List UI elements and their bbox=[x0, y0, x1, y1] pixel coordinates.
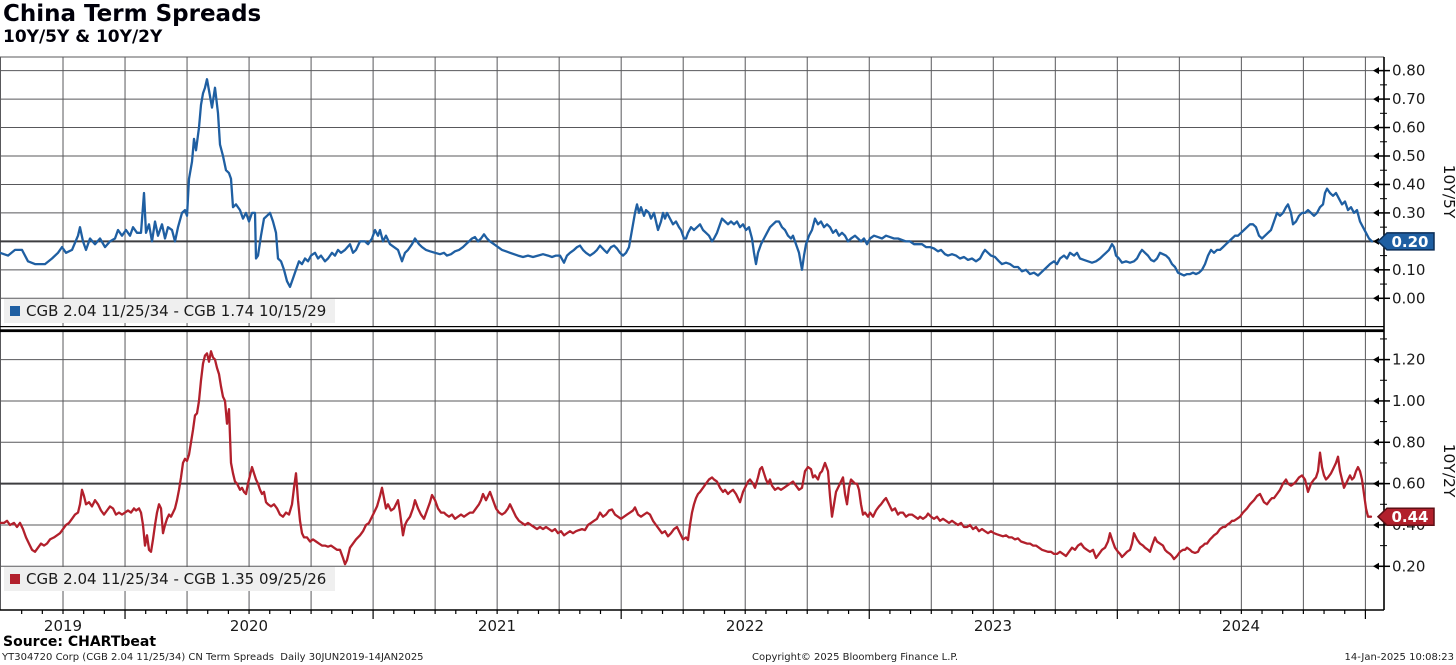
y-tick-arrow-icon bbox=[1373, 237, 1379, 245]
last-value-tag-bottom bbox=[1376, 507, 1435, 526]
legend-top-panel: CGB 2.04 11/25/34 - CGB 1.74 10/15/29 bbox=[4, 299, 336, 323]
y-tick-label: 0.30 bbox=[1392, 204, 1425, 222]
y-tick-label: 0.00 bbox=[1392, 289, 1425, 307]
x-year-label: 2023 bbox=[974, 617, 1012, 635]
y-tick-label: 0.10 bbox=[1392, 261, 1425, 279]
y-tick-label: 0.40 bbox=[1392, 175, 1425, 193]
x-year-label: 2022 bbox=[726, 617, 764, 635]
last-value-tag-top bbox=[1376, 232, 1435, 251]
panel-divider-thick bbox=[0, 329, 1384, 333]
legend-label-top: CGB 2.04 11/25/34 - CGB 1.74 10/15/29 bbox=[26, 302, 327, 320]
footnote-copyright: Copyright© 2025 Bloomberg Finance L.P. bbox=[752, 652, 959, 663]
source-line: Source: CHARTbeat bbox=[3, 634, 157, 650]
x-year-label: 2019 bbox=[44, 617, 82, 635]
y-tick-label: 1.00 bbox=[1392, 392, 1425, 410]
panel-divider-thin bbox=[0, 326, 1384, 328]
y-tick-arrow-icon bbox=[1373, 562, 1379, 570]
y-tick-arrow-icon bbox=[1373, 67, 1379, 75]
y-tick-arrow-icon bbox=[1373, 209, 1379, 217]
y-tick-arrow-icon bbox=[1373, 152, 1379, 160]
y-axis-title: 10Y/2Y bbox=[1440, 444, 1456, 498]
y-tick-arrow-icon bbox=[1373, 356, 1379, 364]
y-tick-arrow-icon bbox=[1373, 124, 1379, 132]
series-line-10y5y bbox=[0, 78, 1374, 289]
last-value-tag-text: 0.44 bbox=[1391, 508, 1428, 526]
y-tick-arrow-icon bbox=[1373, 294, 1379, 302]
footnote-timestamp: 14-Jan-2025 10:08:23 bbox=[1344, 652, 1454, 663]
y-tick-label: 0.60 bbox=[1392, 475, 1425, 493]
chart-header: China Term Spreads 10Y/5Y & 10Y/2Y bbox=[3, 1, 261, 48]
y-tick-arrow-icon bbox=[1373, 397, 1379, 405]
series-swatch-blue-icon bbox=[10, 306, 20, 316]
legend-label-bottom: CGB 2.04 11/25/34 - CGB 1.35 09/25/26 bbox=[26, 570, 327, 588]
legend-bottom-panel: CGB 2.04 11/25/34 - CGB 1.35 09/25/26 bbox=[4, 567, 336, 591]
y-tick-label: 0.60 bbox=[1392, 119, 1425, 137]
x-year-label: 2024 bbox=[1222, 617, 1260, 635]
y-tick-arrow-icon bbox=[1373, 438, 1379, 446]
last-value-tag-text: 0.20 bbox=[1391, 233, 1428, 251]
y-tick-label: 0.80 bbox=[1392, 433, 1425, 451]
y-tick-arrow-icon bbox=[1373, 180, 1379, 188]
y-axis-title: 10Y/5Y bbox=[1440, 165, 1456, 219]
y-tick-label: 0.70 bbox=[1392, 90, 1425, 108]
y-tick-label: 0.80 bbox=[1392, 62, 1425, 80]
y-tick-arrow-icon bbox=[1373, 95, 1379, 103]
y-tick-arrow-icon bbox=[1373, 266, 1379, 274]
x-year-label: 2021 bbox=[478, 617, 516, 635]
footnote-security-info: YT304720 Corp (CGB 2.04 11/25/34) CN Ter… bbox=[2, 652, 424, 663]
series-swatch-red-icon bbox=[10, 574, 20, 584]
series-line-10y2y bbox=[0, 350, 1373, 566]
x-year-label: 2020 bbox=[230, 617, 268, 635]
y-tick-label: 0.50 bbox=[1392, 147, 1425, 165]
y-tick-arrow-icon bbox=[1373, 480, 1379, 488]
y-tick-arrow-icon bbox=[1373, 521, 1379, 529]
chart-title: China Term Spreads bbox=[3, 1, 262, 27]
chart-subtitle: 10Y/5Y & 10Y/2Y bbox=[3, 27, 163, 48]
y-tick-label: 1.20 bbox=[1392, 351, 1425, 369]
y-tick-label: 0.20 bbox=[1392, 557, 1425, 575]
